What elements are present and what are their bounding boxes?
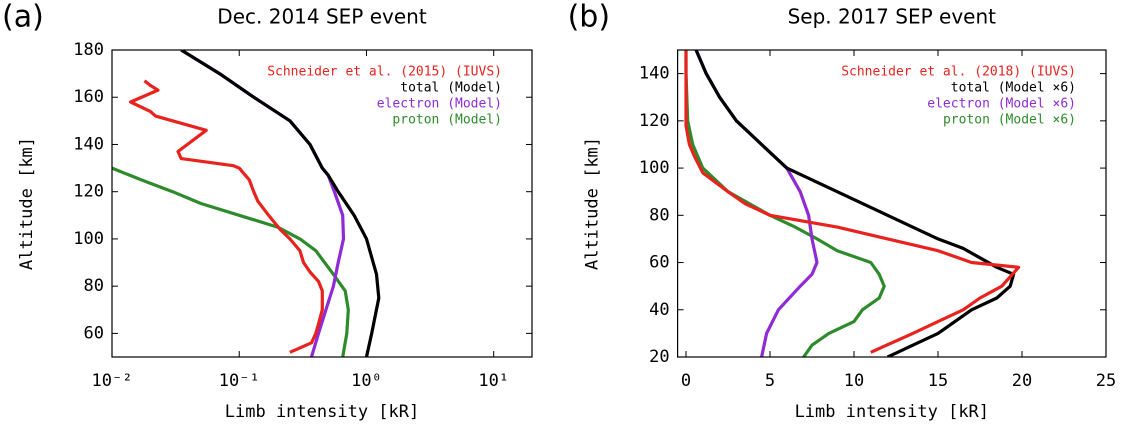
- y-tick-label: 100: [639, 158, 670, 178]
- panel-label: (b): [568, 0, 610, 35]
- legend-label: Schneider et al. (2018) (IUVS): [841, 65, 1076, 80]
- profile-line: [694, 50, 819, 357]
- y-tick-label: 120: [639, 111, 670, 131]
- y-tick-label: 140: [639, 64, 670, 84]
- x-axis-label: Limb intensity [kR]: [225, 402, 419, 422]
- profile-line: [694, 50, 1016, 357]
- y-tick-label: 60: [84, 323, 104, 343]
- y-axis-label: Altitude [km]: [17, 137, 37, 270]
- profile-line: [180, 50, 381, 357]
- legend-label: proton (Model ×6): [943, 113, 1076, 128]
- profile-line: [684, 50, 886, 357]
- profile-line: [684, 50, 1021, 354]
- legend-label: total (Model): [400, 81, 502, 96]
- chart-title: Dec. 2014 SEP event: [217, 5, 427, 29]
- y-axis-label: Altitude [km]: [583, 137, 603, 270]
- panel-label: (a): [2, 0, 44, 35]
- y-tick-label: 60: [649, 253, 669, 273]
- legend-label: electron (Model ×6): [927, 97, 1076, 112]
- x-tick-label: 25: [1096, 371, 1116, 391]
- y-tick-label: 140: [73, 134, 104, 154]
- x-tick-label: 10: [844, 371, 864, 391]
- y-tick-label: 40: [649, 300, 669, 320]
- y-tick-label: 120: [73, 182, 104, 202]
- x-tick-label: 10¹: [478, 371, 509, 391]
- y-tick-label: 160: [73, 87, 104, 107]
- x-axis-label: Limb intensity [kR]: [795, 402, 989, 422]
- y-tick-label: 80: [649, 205, 669, 225]
- y-tick-label: 20: [649, 347, 669, 367]
- x-tick-label: 15: [928, 371, 948, 391]
- legend-label: electron (Model): [377, 97, 502, 112]
- plot-frame: [111, 49, 533, 358]
- profile-line: [112, 166, 350, 357]
- profile-line: [129, 79, 324, 354]
- x-tick-label: 10⁻²: [92, 371, 133, 391]
- y-tick-label: 100: [73, 229, 104, 249]
- x-tick-label: 10⁰: [351, 371, 382, 391]
- y-tick-label: 180: [73, 40, 104, 60]
- plot-frame: [676, 49, 1107, 358]
- x-tick-label: 5: [765, 371, 775, 391]
- legend-label: Schneider et al. (2015) (IUVS): [267, 65, 502, 80]
- legend-label: total (Model ×6): [951, 81, 1076, 96]
- x-tick-label: 20: [1012, 371, 1032, 391]
- x-tick-label: 0: [681, 371, 691, 391]
- y-tick-label: 80: [84, 276, 104, 296]
- legend-label: proton (Model): [392, 113, 502, 128]
- chart-title: Sep. 2017 SEP event: [788, 5, 997, 29]
- x-tick-label: 10⁻¹: [219, 371, 260, 391]
